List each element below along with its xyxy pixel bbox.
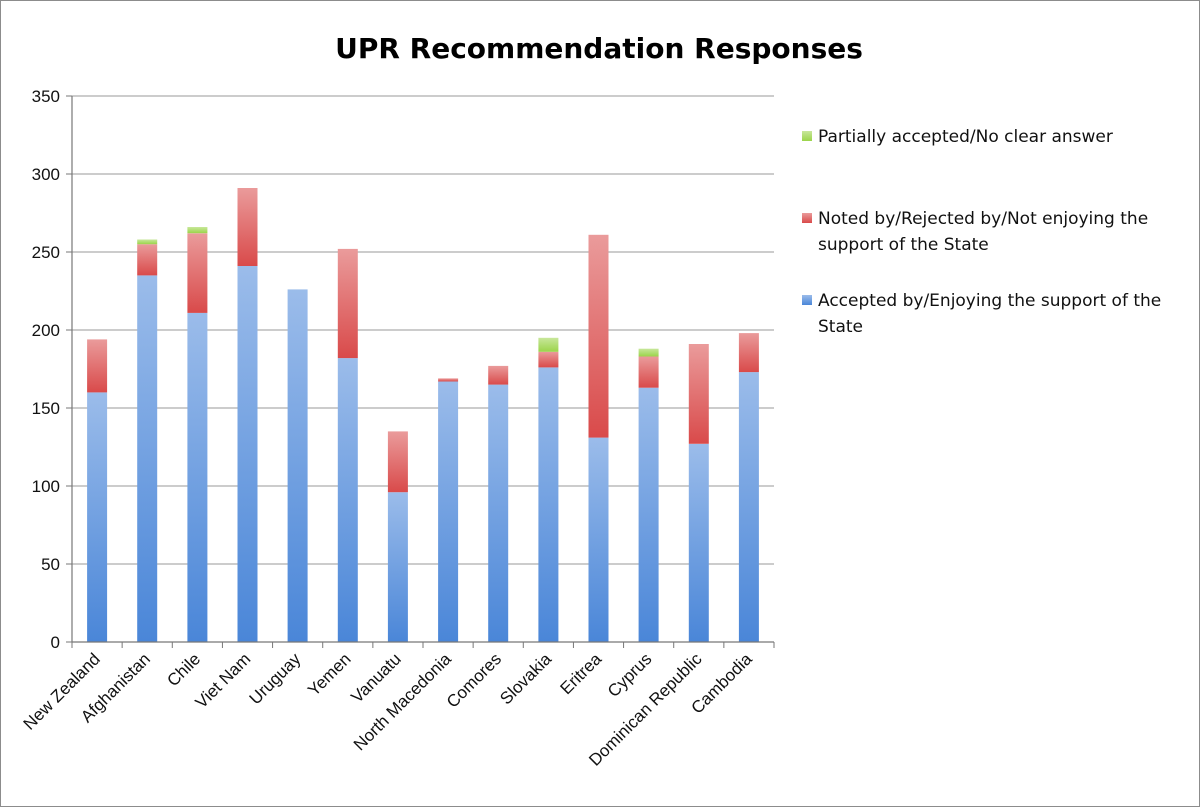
bar-segment-afghanistan-series-2 [137, 244, 158, 276]
bars [87, 188, 759, 642]
y-tick-label: 0 [51, 633, 60, 652]
bar-segment-slovakia-series-3 [538, 337, 559, 352]
bar-segment-vanuatu-series-2 [387, 431, 408, 493]
bar-segment-new-zealand-series-1 [87, 392, 108, 642]
bar-segment-cambodia-series-1 [738, 372, 759, 642]
bar-segment-dominican-republic-series-2 [688, 344, 709, 444]
y-tick-label: 200 [32, 321, 60, 340]
bar-segment-vanuatu-series-1 [387, 492, 408, 642]
legend-swatch [802, 295, 812, 305]
bar-segment-north-macedonia-series-1 [438, 381, 459, 642]
legend-label: Accepted by/Enjoying the support of the S… [818, 291, 1161, 337]
bar-segment-slovakia-series-1 [538, 367, 559, 642]
y-tick-label: 300 [32, 165, 60, 184]
axes [66, 95, 775, 648]
legend-label: Partially accepted/No clear answer [818, 127, 1113, 147]
y-tick-label: 50 [41, 555, 60, 574]
bar-segment-north-macedonia-series-2 [438, 378, 459, 382]
bar-segment-eritrea-series-1 [588, 437, 609, 642]
bar-segment-slovakia-series-2 [538, 351, 559, 368]
bar-segment-uruguay-series-1 [287, 289, 308, 642]
bar-segment-viet-nam-series-1 [237, 266, 258, 642]
x-tick-label: Slovakia [496, 649, 555, 708]
y-tick-label: 100 [32, 477, 60, 496]
bar-segment-chile-series-2 [187, 233, 208, 313]
legend-label: Noted by/Rejected by/Not enjoying the sup… [818, 209, 1148, 255]
x-tick-label: Eritrea [556, 649, 605, 698]
x-tick-label: Uruguay [246, 649, 305, 708]
bar-segment-comores-series-1 [488, 384, 509, 642]
gridlines [72, 95, 774, 565]
bar-segment-cyprus-series-1 [638, 387, 659, 642]
x-tick-label: Yemen [304, 649, 354, 699]
bar-segment-new-zealand-series-2 [87, 339, 108, 393]
y-tick-label: 250 [32, 243, 60, 262]
bar-segment-eritrea-series-2 [588, 234, 609, 438]
bar-segment-yemen-series-1 [337, 358, 358, 642]
bar-segment-cyprus-series-2 [638, 356, 659, 388]
x-tick-label: Comores [443, 649, 505, 711]
chart-title: UPR Recommendation Responses [335, 32, 863, 65]
bar-segment-chile-series-1 [187, 312, 208, 642]
legend-entry-3: Partially accepted/No clear answer [802, 127, 1113, 147]
bar-segment-cambodia-series-2 [738, 333, 759, 373]
bar-segment-afghanistan-series-3 [137, 239, 158, 245]
legend-swatch [802, 131, 812, 141]
bar-segment-cyprus-series-3 [638, 348, 659, 357]
bar-segment-afghanistan-series-1 [137, 275, 158, 642]
x-tick-label: Viet Nam [192, 649, 255, 712]
bar-segment-yemen-series-2 [337, 248, 358, 359]
legend-entry-1: Accepted by/Enjoying the support of the S… [802, 291, 1161, 337]
bar-segment-dominican-republic-series-1 [688, 443, 709, 642]
y-tick-label: 350 [32, 87, 60, 106]
y-axis-tick-labels: 0 50 100 150 200 250 300 350 [32, 87, 60, 652]
y-tick-label: 150 [32, 399, 60, 418]
bar-segment-chile-series-3 [187, 227, 208, 234]
bar-segment-viet-nam-series-2 [237, 188, 258, 266]
legend-entry-2: Noted by/Rejected by/Not enjoying the sup… [802, 209, 1148, 255]
x-tick-label: Chile [163, 649, 204, 690]
bar-segment-comores-series-2 [488, 365, 509, 385]
legend-swatch [802, 213, 812, 223]
legend: Partially accepted/No clear answer Noted … [802, 127, 1161, 337]
